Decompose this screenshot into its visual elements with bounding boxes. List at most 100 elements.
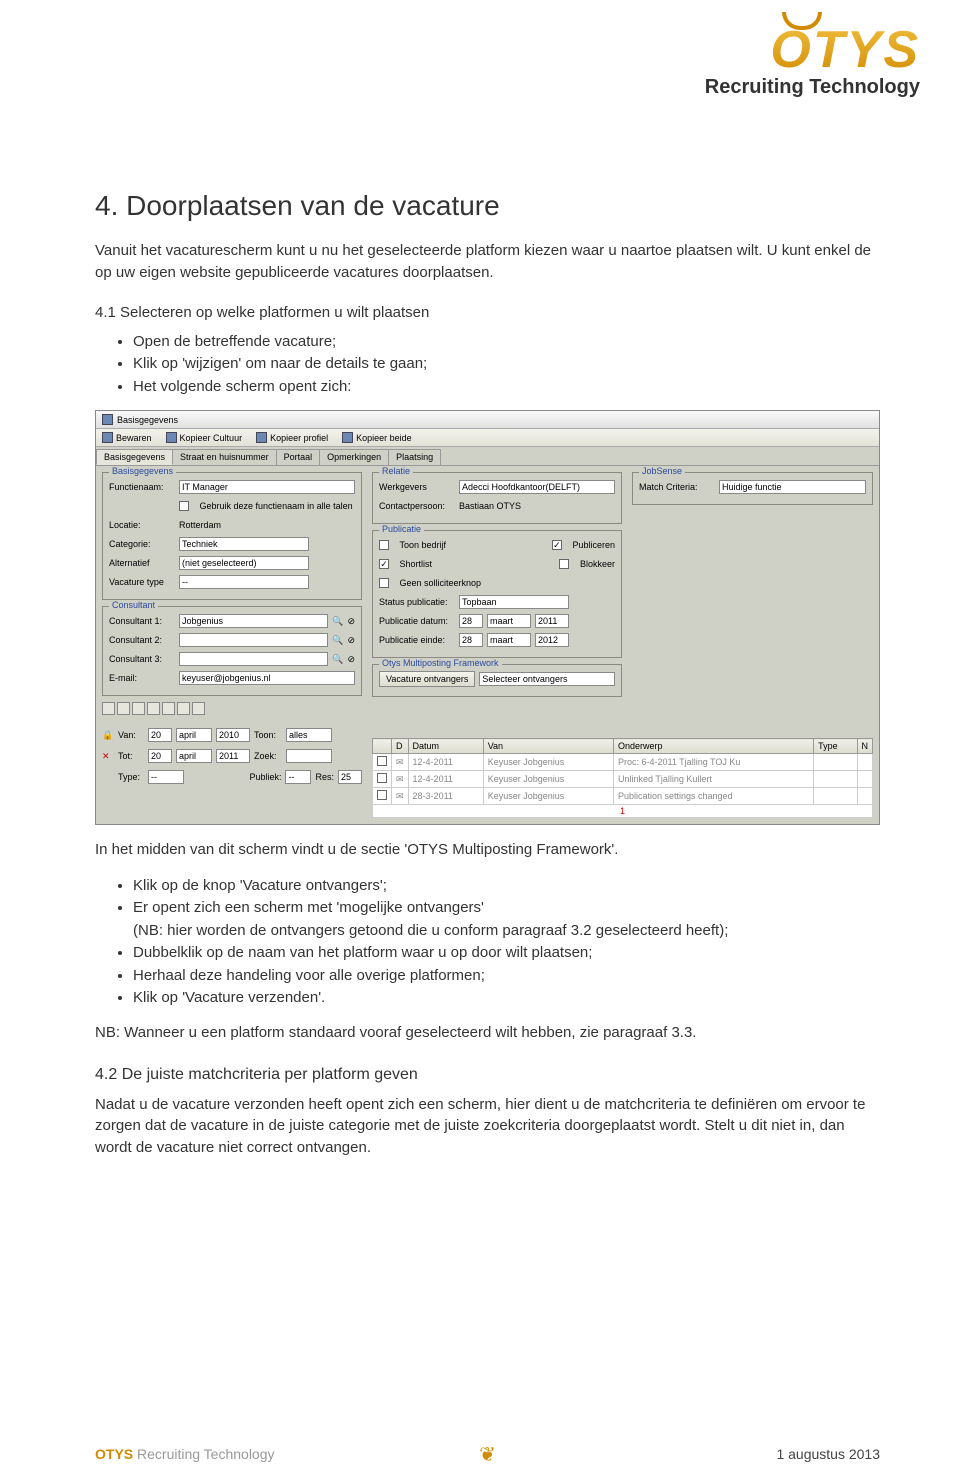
email-input[interactable]	[179, 671, 355, 685]
peinde-m[interactable]	[487, 633, 531, 647]
werkgevers-input[interactable]	[459, 480, 615, 494]
list-item: Klik op de knop 'Vacature ontvangers';	[133, 875, 880, 898]
para-4-2: Nadat u de vacature verzonden heeft open…	[95, 1094, 880, 1159]
toolbar-button[interactable]: Kopieer Cultuur	[166, 432, 243, 443]
van-month[interactable]	[176, 728, 212, 742]
clear-icon[interactable]: ⊘	[347, 654, 355, 665]
alternatief-select[interactable]	[179, 556, 309, 570]
clear-icon[interactable]: ⊘	[347, 635, 355, 646]
list-item: Herhaal deze handeling voor alle overige…	[133, 965, 880, 988]
delete-icon[interactable]: ✕	[102, 751, 114, 762]
match-criteria-select[interactable]	[719, 480, 866, 494]
use-all-langs-checkbox[interactable]	[179, 501, 189, 511]
peinde-y[interactable]	[535, 633, 569, 647]
window-icon	[102, 414, 113, 425]
peinde-d[interactable]	[459, 633, 483, 647]
zoek-input[interactable]	[286, 749, 332, 763]
lock-icon: 🔒	[102, 730, 114, 741]
tool-icon[interactable]	[102, 702, 115, 715]
footer-icon: ❦	[479, 1442, 496, 1467]
pdatum-m[interactable]	[487, 614, 531, 628]
res-input[interactable]	[338, 770, 362, 784]
tool-icon[interactable]	[162, 702, 175, 715]
tot-month[interactable]	[176, 749, 212, 763]
heading-4-1: 4.1 Selecteren op welke platformen u wil…	[95, 304, 880, 321]
clear-icon[interactable]: ⊘	[347, 616, 355, 627]
tab-strip: Basisgegevens Straat en huisnummer Porta…	[96, 447, 879, 465]
search-icon[interactable]: 🔍	[332, 635, 343, 646]
list-item: Er opent zich een scherm met 'mogelijke …	[133, 897, 880, 942]
fieldset-jobsense: JobSense Match Criteria:	[632, 472, 873, 505]
categorie-select[interactable]	[179, 537, 309, 551]
tab-opmerkingen[interactable]: Opmerkingen	[319, 449, 389, 465]
tool-icon[interactable]	[117, 702, 130, 715]
window-title: Basisgegevens	[117, 415, 178, 425]
toolbar-button[interactable]: Kopieer profiel	[256, 432, 328, 443]
van-year[interactable]	[216, 728, 250, 742]
brand-wordmark: OTYS	[705, 20, 920, 80]
footer-date: 1 augustus 2013	[776, 1446, 880, 1462]
toolbar: Bewaren Kopieer Cultuur Kopieer profiel …	[96, 429, 879, 447]
publiceren-checkbox[interactable]	[552, 540, 562, 550]
ontvangers-select[interactable]	[479, 672, 615, 686]
toon-bedrijf-checkbox[interactable]	[379, 540, 389, 550]
functienaam-input[interactable]	[179, 480, 355, 494]
tool-icon[interactable]	[132, 702, 145, 715]
tot-day[interactable]	[148, 749, 172, 763]
toolbar-button[interactable]: Kopieer beide	[342, 432, 412, 443]
fieldset-consultant: Consultant Consultant 1:🔍⊘ Consultant 2:…	[102, 606, 362, 696]
toon-select[interactable]	[286, 728, 332, 742]
tool-icon[interactable]	[177, 702, 190, 715]
vacature-ontvangers-button[interactable]: Vacature ontvangers	[379, 671, 475, 687]
status-select[interactable]	[459, 595, 569, 609]
list-item: Dubbelklik op de naam van het platform w…	[133, 942, 880, 965]
copy-icon	[166, 432, 177, 443]
pdatum-d[interactable]	[459, 614, 483, 628]
search-icon[interactable]: 🔍	[332, 654, 343, 665]
tot-year[interactable]	[216, 749, 250, 763]
pdatum-y[interactable]	[535, 614, 569, 628]
footer-brand: OTYS Recruiting Technology	[95, 1446, 275, 1462]
blokkeer-checkbox[interactable]	[559, 559, 569, 569]
after-screen-text: In het midden van dit scherm vindt u de …	[95, 839, 880, 861]
vactype-select[interactable]	[179, 575, 309, 589]
list-item: Klik op 'wijzigen' om naar de details te…	[133, 353, 880, 376]
tab-portaal[interactable]: Portaal	[276, 449, 321, 465]
tab-straat[interactable]: Straat en huisnummer	[172, 449, 277, 465]
heading-1: 4. Doorplaatsen van de vacature	[95, 190, 880, 222]
fieldset-publicatie: Publicatie Toon bedrijf Publiceren Short…	[372, 530, 622, 658]
publiek-select[interactable]	[285, 770, 311, 784]
table-row[interactable]: ✉28-3-2011Keyuser JobgeniusPublication s…	[373, 788, 873, 805]
nb-text: NB: Wanneer u een platform standaard voo…	[95, 1022, 880, 1044]
bullet-list-2: Klik op de knop 'Vacature ontvangers'; E…	[95, 875, 880, 1010]
consultant3-input[interactable]	[179, 652, 328, 666]
list-item: Open de betreffende vacature;	[133, 331, 880, 354]
van-day[interactable]	[148, 728, 172, 742]
shortlist-checkbox[interactable]	[379, 559, 389, 569]
toolbar-button[interactable]: Bewaren	[102, 432, 152, 443]
fieldset-basisgegevens: Basisgegevens Functienaam: Gebruik deze …	[102, 472, 362, 600]
type-select[interactable]	[148, 770, 184, 784]
list-item: Het volgende scherm opent zich:	[133, 376, 880, 399]
table-pager[interactable]: 1	[372, 805, 873, 818]
intro-text: Vanuit het vacaturescherm kunt u nu het …	[95, 240, 880, 284]
heading-4-2: 4.2 De juiste matchcriteria per platform…	[95, 1066, 880, 1084]
geen-knop-checkbox[interactable]	[379, 578, 389, 588]
tab-basisgegevens[interactable]: Basisgegevens	[96, 449, 173, 465]
list-item: Klik op 'Vacature verzenden'.	[133, 987, 880, 1010]
copy-icon	[256, 432, 267, 443]
app-screenshot: Basisgegevens Bewaren Kopieer Cultuur Ko…	[95, 410, 880, 825]
page-footer: OTYS Recruiting Technology ❦ 1 augustus …	[95, 1446, 880, 1462]
fieldset-multiposting: Otys Multiposting Framework Vacature ont…	[372, 664, 622, 697]
consultant2-input[interactable]	[179, 633, 328, 647]
tab-plaatsing[interactable]: Plaatsing	[388, 449, 441, 465]
fieldset-relatie: Relatie Werkgevers Contactpersoon:Bastia…	[372, 472, 622, 524]
tool-icon[interactable]	[192, 702, 205, 715]
copy-icon	[342, 432, 353, 443]
icon-row	[102, 702, 362, 715]
bullet-list-1: Open de betreffende vacature; Klik op 'w…	[95, 331, 880, 399]
consultant1-input[interactable]	[179, 614, 328, 628]
window-titlebar: Basisgegevens	[96, 411, 879, 429]
search-icon[interactable]: 🔍	[332, 616, 343, 627]
tool-icon[interactable]	[147, 702, 160, 715]
